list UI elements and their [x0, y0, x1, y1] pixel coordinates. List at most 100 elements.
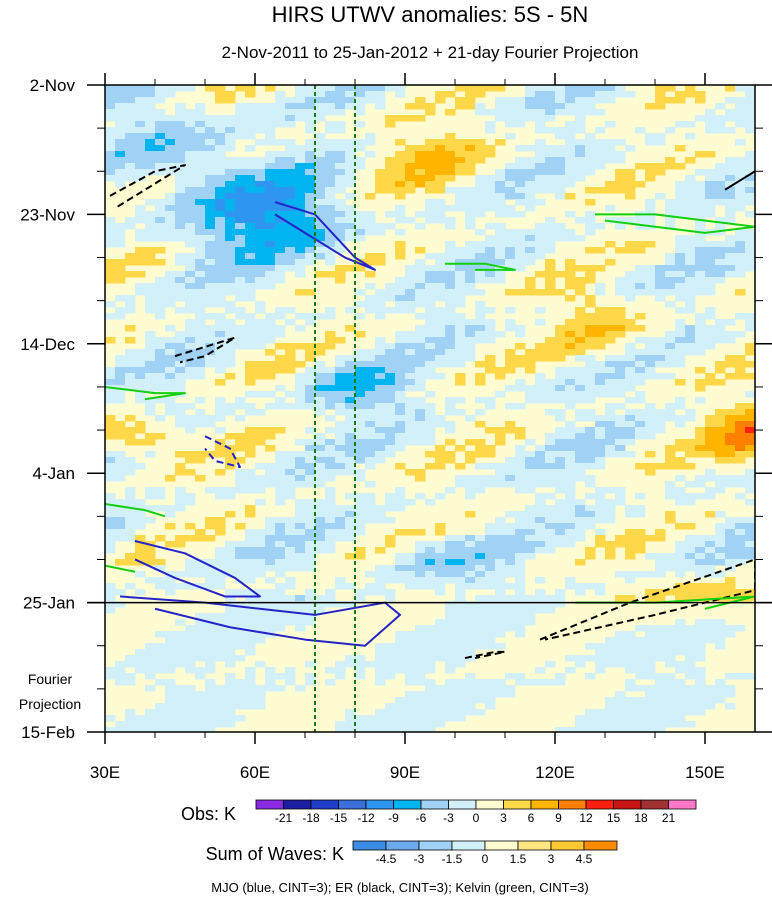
anomaly-cell [495, 427, 506, 434]
anomaly-cell [175, 721, 186, 728]
anomaly-cell [745, 211, 755, 218]
anomaly-cell [465, 709, 476, 716]
anomaly-cell [275, 223, 286, 230]
anomaly-cell [285, 187, 296, 194]
anomaly-cell [195, 673, 206, 680]
anomaly-cell [445, 187, 456, 194]
anomaly-cell [325, 97, 336, 104]
anomaly-cell [265, 319, 276, 326]
anomaly-cell [445, 325, 456, 332]
anomaly-cell [505, 475, 516, 482]
anomaly-cell [615, 715, 626, 722]
colorbar-swatch [283, 799, 312, 810]
anomaly-cell [155, 151, 166, 158]
anomaly-cell [385, 115, 396, 122]
anomaly-cell [425, 391, 436, 398]
anomaly-cell [425, 409, 436, 416]
anomaly-cell [105, 529, 116, 536]
anomaly-cell [565, 85, 576, 92]
anomaly-cell [505, 547, 516, 554]
anomaly-cell [395, 211, 406, 218]
anomaly-cell [495, 631, 506, 638]
anomaly-cell [305, 319, 316, 326]
anomaly-cell [655, 691, 666, 698]
anomaly-cell [295, 379, 306, 386]
anomaly-cell [465, 481, 476, 488]
anomaly-cell [475, 259, 486, 266]
anomaly-cell [735, 331, 746, 338]
anomaly-cell [255, 481, 266, 488]
anomaly-cell [645, 133, 656, 140]
anomaly-cell [265, 247, 276, 254]
anomaly-cell [545, 247, 556, 254]
anomaly-cell [445, 139, 456, 146]
colorbar-label: 12 [579, 811, 593, 825]
anomaly-cell [305, 253, 316, 260]
anomaly-cell [695, 595, 706, 602]
anomaly-cell [105, 505, 116, 512]
anomaly-cell [305, 529, 316, 536]
anomaly-cell [245, 379, 256, 386]
anomaly-cell [515, 601, 526, 608]
anomaly-cell [125, 217, 136, 224]
anomaly-cell [265, 391, 276, 398]
anomaly-cell [475, 637, 486, 644]
anomaly-cell [715, 163, 726, 170]
anomaly-cell [225, 541, 236, 548]
anomaly-cell [605, 547, 616, 554]
anomaly-cell [105, 463, 116, 470]
anomaly-cell [185, 253, 196, 260]
anomaly-cell [385, 451, 396, 458]
anomaly-cell [315, 451, 326, 458]
anomaly-cell [545, 109, 556, 116]
anomaly-cell [225, 283, 236, 290]
anomaly-cell [255, 169, 266, 176]
anomaly-cell [215, 691, 226, 698]
anomaly-cell [425, 583, 436, 590]
anomaly-cell [415, 697, 426, 704]
anomaly-cell [135, 355, 146, 362]
anomaly-cell [445, 655, 456, 662]
anomaly-cell [325, 469, 336, 476]
anomaly-cell [555, 325, 566, 332]
anomaly-cell [185, 199, 196, 206]
anomaly-cell [165, 283, 176, 290]
anomaly-cell [175, 535, 186, 542]
anomaly-cell [135, 133, 146, 140]
anomaly-cell [715, 475, 726, 482]
anomaly-cell [445, 217, 456, 224]
anomaly-cell [605, 649, 616, 656]
anomaly-cell [585, 727, 596, 732]
anomaly-cell [565, 487, 576, 494]
anomaly-cell [555, 223, 566, 230]
anomaly-cell [695, 559, 706, 566]
anomaly-cell [485, 367, 496, 374]
anomaly-cell [715, 619, 726, 626]
anomaly-cell [235, 133, 246, 140]
anomaly-cell [515, 193, 526, 200]
anomaly-cell [585, 223, 596, 230]
anomaly-cell [185, 133, 196, 140]
anomaly-cell [615, 451, 626, 458]
anomaly-cell [655, 373, 666, 380]
anomaly-cell [745, 421, 755, 428]
anomaly-cell [185, 187, 196, 194]
anomaly-cell [685, 253, 696, 260]
anomaly-cell [205, 277, 216, 284]
anomaly-cell [735, 157, 746, 164]
anomaly-cell [485, 529, 496, 536]
anomaly-cell [555, 427, 566, 434]
anomaly-cell [245, 115, 256, 122]
anomaly-cell [255, 685, 266, 692]
anomaly-cell [115, 157, 126, 164]
anomaly-cell [325, 541, 336, 548]
anomaly-cell [285, 469, 296, 476]
anomaly-cell [615, 355, 626, 362]
anomaly-cell [465, 259, 476, 266]
anomaly-cell [255, 283, 266, 290]
anomaly-cell [365, 727, 376, 732]
anomaly-cell [315, 475, 326, 482]
anomaly-cell [605, 517, 616, 524]
anomaly-cell [645, 451, 656, 458]
anomaly-cell [695, 445, 706, 452]
